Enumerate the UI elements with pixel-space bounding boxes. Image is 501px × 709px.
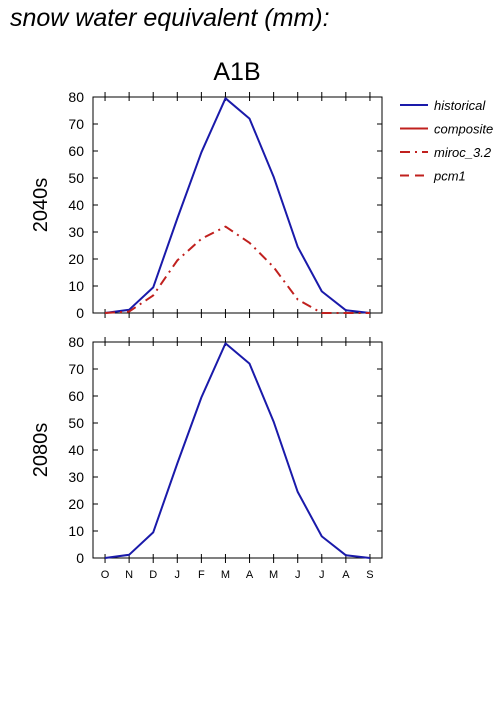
plot-frame <box>92 96 383 314</box>
legend-label: pcm1 <box>433 169 466 184</box>
legend-label: composite <box>434 122 493 137</box>
y-tick-label: 20 <box>68 251 84 267</box>
plot-frame <box>92 341 383 559</box>
scenario-title: A1B <box>213 58 260 86</box>
y-tick-label: 60 <box>68 388 84 404</box>
y-tick-label: 20 <box>68 496 84 512</box>
y-tick-label: 10 <box>68 278 84 294</box>
y-tick-label: 70 <box>68 361 84 377</box>
x-tick-label: O <box>101 569 110 581</box>
panel-2080s: 0 10 20 30 40 50 60 70 80 O N D J F M A M J J A S 2080s <box>30 334 383 581</box>
panel-label: 2040s <box>30 178 52 233</box>
panel-2040s: 0 10 20 30 40 50 60 70 80 2040s <box>30 89 383 321</box>
x-tick-label: A <box>246 569 254 581</box>
y-tick-label: 10 <box>68 523 84 539</box>
y-tick-label: 50 <box>68 415 84 431</box>
x-tick-label: J <box>319 569 325 581</box>
series-line-miroc_3.2 <box>104 225 370 314</box>
y-tick-label: 40 <box>68 442 84 458</box>
x-tick-label: F <box>198 569 205 581</box>
x-tick-label: S <box>366 569 373 581</box>
y-tick-label: 80 <box>68 89 84 105</box>
y-tick-label: 30 <box>68 224 84 240</box>
legend-label: historical <box>434 98 486 113</box>
x-tick-label: J <box>175 569 181 581</box>
y-tick-label: 0 <box>76 305 84 321</box>
series-line-historical <box>104 97 371 314</box>
series-line-historical <box>104 342 371 559</box>
panel-label: 2080s <box>30 423 52 478</box>
x-tick-label: A <box>342 569 350 581</box>
y-tick-label: 0 <box>76 550 84 566</box>
y-tick-label: 50 <box>68 170 84 186</box>
x-tick-label: M <box>221 569 230 581</box>
y-tick-label: 40 <box>68 197 84 213</box>
legend-label: miroc_3.2 <box>434 145 492 160</box>
x-tick-label: J <box>295 569 301 581</box>
page-title: snow water equivalent (mm): <box>10 4 330 32</box>
x-tick-label: D <box>149 569 157 581</box>
y-tick-label: 80 <box>68 334 84 350</box>
x-tick-label: M <box>269 569 278 581</box>
legend: historical composite miroc_3.2 pcm1 <box>400 98 493 184</box>
y-tick-label: 30 <box>68 469 84 485</box>
x-tick-label: N <box>125 569 133 581</box>
y-tick-label: 70 <box>68 116 84 132</box>
y-tick-label: 60 <box>68 143 84 159</box>
